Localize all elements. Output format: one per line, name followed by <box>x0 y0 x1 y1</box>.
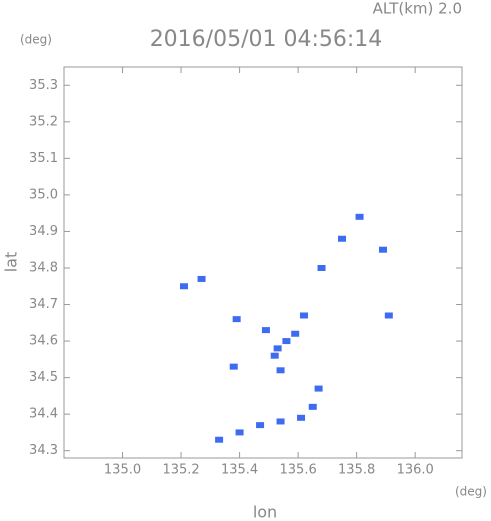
echo-point <box>273 345 282 352</box>
x-tick-label: 135.2 <box>162 463 199 478</box>
y-tick-label: 34.6 <box>29 334 58 349</box>
echo-point <box>355 213 364 220</box>
y-tick-label: 34.8 <box>29 260 58 275</box>
echo-point <box>235 429 244 436</box>
echo-point <box>256 422 265 429</box>
echo-point <box>232 316 241 323</box>
x-tick-label: 135.6 <box>280 463 317 478</box>
echo-point <box>338 235 347 242</box>
echo-point <box>197 275 206 282</box>
echo-point <box>215 436 224 443</box>
echo-point <box>308 403 317 410</box>
y-unit: (deg) <box>20 33 52 47</box>
echo-point <box>276 367 285 374</box>
echo-point <box>314 385 323 392</box>
echo-point <box>270 352 279 359</box>
echo-point <box>291 330 300 337</box>
echo-point <box>317 264 326 271</box>
x-tick-label: 135.8 <box>338 463 375 478</box>
plot-frame <box>63 66 463 459</box>
y-axis-label: lat <box>2 252 21 273</box>
y-tick-label: 34.7 <box>29 297 58 312</box>
echo-point <box>276 418 285 425</box>
echo-point <box>179 283 188 290</box>
y-tick-label: 34.3 <box>29 443 58 458</box>
echo-point <box>261 327 270 334</box>
y-tick-label: 34.5 <box>29 370 58 385</box>
y-tick-label: 34.4 <box>29 407 58 422</box>
y-tick-label: 35.0 <box>29 187 58 202</box>
y-tick-label: 35.3 <box>29 78 58 93</box>
y-tick-label: 35.1 <box>29 151 58 166</box>
x-axis-label: lon <box>253 503 277 521</box>
x-tick-label: 135.4 <box>221 463 258 478</box>
altitude-label: ALT(km) 2.0 <box>373 0 462 18</box>
echo-point <box>229 363 238 370</box>
x-tick-label: 136.0 <box>397 463 434 478</box>
echo-point <box>378 246 387 253</box>
y-tick-label: 34.9 <box>29 224 58 239</box>
chart-title: 2016/05/01 04:56:14 <box>150 27 383 52</box>
x-unit: (deg) <box>455 485 487 499</box>
echo-point <box>299 312 308 319</box>
echo-point <box>384 312 393 319</box>
y-tick-label: 35.2 <box>29 114 58 129</box>
x-tick-label: 135.0 <box>104 463 141 478</box>
echo-point <box>282 338 291 345</box>
echo-point <box>297 414 306 421</box>
